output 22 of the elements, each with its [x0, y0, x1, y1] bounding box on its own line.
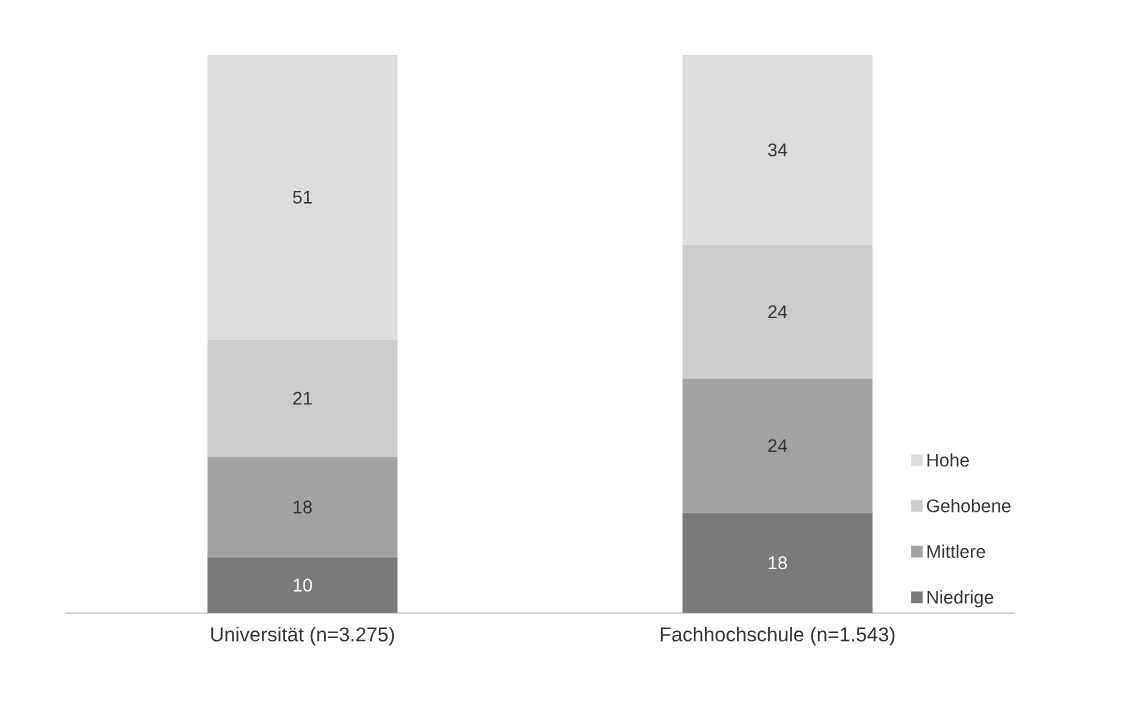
bar — [207, 54, 398, 340]
bar — [207, 456, 398, 558]
bar — [682, 512, 873, 613]
data-label: 10 — [293, 578, 312, 592]
bar — [682, 54, 873, 245]
data-label: 18 — [293, 500, 312, 514]
data-label: 51 — [293, 190, 312, 204]
legend-label: Mittlere — [927, 544, 986, 559]
x-tick-label: Universität (n=3.275) — [211, 626, 394, 646]
legend-label: Gehobene — [926, 498, 1011, 513]
legend-label: Hohe — [927, 453, 969, 467]
bar — [682, 244, 873, 379]
data-label: 18 — [768, 556, 787, 570]
x-tick-label: Fachhochschule (n=1.543) — [660, 626, 895, 646]
data-label: 34 — [768, 143, 788, 157]
bar — [682, 378, 873, 513]
bar — [207, 339, 398, 457]
data-label: 24 — [768, 305, 788, 319]
legend-label: Niedrige — [927, 590, 994, 608]
data-label: 21 — [293, 391, 312, 405]
bar — [207, 557, 398, 613]
data-label: 24 — [768, 439, 788, 452]
